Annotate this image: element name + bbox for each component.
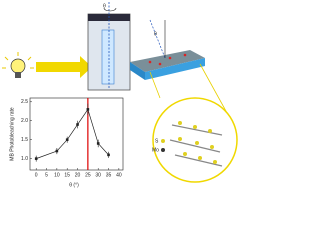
y-tick-label: 2.0 <box>21 118 28 124</box>
sample: θ <box>130 19 233 123</box>
series-line <box>36 108 109 159</box>
angle-label: θ <box>103 3 106 9</box>
x-tick-label: 40 <box>116 172 122 178</box>
x-tick-label: 5 <box>45 172 48 178</box>
beaker: θ <box>87 2 131 91</box>
x-tick-label: 30 <box>95 172 101 178</box>
point <box>76 123 79 126</box>
plot-frame <box>29 97 124 171</box>
x-tick-label: 15 <box>64 172 70 178</box>
y-tick-label: 2.5 <box>21 99 28 105</box>
x-tick-label: 20 <box>75 172 81 178</box>
point <box>34 157 38 160</box>
angle-label: θ <box>154 31 157 37</box>
point <box>55 149 59 153</box>
x-tick-label: 0 <box>35 172 38 178</box>
point <box>65 138 69 141</box>
x-tick-label: 25 <box>85 172 91 178</box>
light-arrow <box>36 56 92 78</box>
point <box>86 108 90 111</box>
x-tick-label: 35 <box>106 172 112 178</box>
x-axis-label: θ (°) <box>69 182 79 188</box>
point <box>96 142 100 145</box>
point <box>107 153 110 157</box>
y-tick-label: 1.0 <box>21 156 28 162</box>
y-axis-label: MB Photobleaching rate <box>9 107 15 161</box>
legend-label: Mo <box>152 147 159 153</box>
zoom: S Mo <box>152 97 238 183</box>
x-tick-label: 10 <box>54 172 60 178</box>
bulb <box>2 52 34 78</box>
graphic: θ θ S Mo θ (°) MB Photobleaching rate 0 5… <box>2 2 238 188</box>
y-tick-label: 1.5 <box>21 137 28 143</box>
legend-label: S <box>155 138 159 144</box>
